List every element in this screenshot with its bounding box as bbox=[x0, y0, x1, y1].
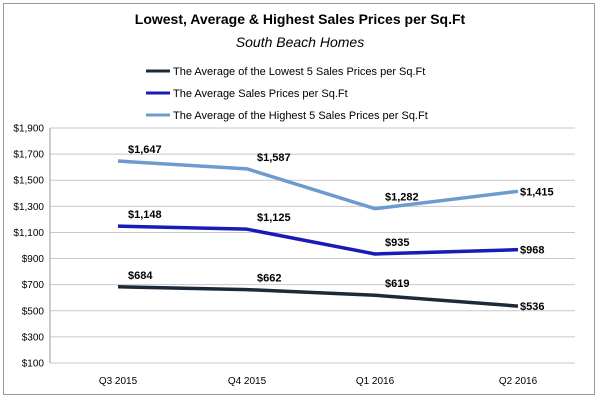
legend: The Average of the Lowest 5 Sales Prices… bbox=[146, 66, 428, 122]
x-tick-label: Q1 2016 bbox=[356, 376, 395, 387]
y-tick-label: $1,500 bbox=[13, 176, 44, 187]
y-tick-label: $1,900 bbox=[13, 124, 44, 135]
data-label: $684 bbox=[128, 270, 153, 282]
y-tick-label: $1,100 bbox=[13, 228, 44, 239]
chart-frame bbox=[3, 3, 595, 395]
y-tick-label: $500 bbox=[22, 306, 45, 317]
x-tick-label: Q4 2015 bbox=[228, 376, 267, 387]
series-line bbox=[117, 159, 519, 211]
y-tick-label: $700 bbox=[22, 280, 45, 291]
data-labels: $684 $662 $619 $536 $1,148 $1,125 $935 $968 $1,6… bbox=[128, 144, 554, 313]
y-tick-label: $300 bbox=[22, 332, 45, 343]
x-axis-ticks: Q3 2015 Q4 2015 Q1 2016 Q2 2016 bbox=[99, 376, 538, 387]
data-label: $536 bbox=[520, 301, 544, 313]
series-line bbox=[117, 285, 519, 308]
y-tick-label: $1,300 bbox=[13, 202, 44, 213]
data-label: $662 bbox=[257, 273, 281, 285]
legend-label: The Average Sales Prices per Sq.Ft bbox=[173, 88, 348, 100]
legend-item: The Average of the Highest 5 Sales Price… bbox=[146, 110, 428, 122]
series-lines bbox=[117, 159, 519, 308]
x-tick-label: Q2 2016 bbox=[499, 376, 538, 387]
data-label: $619 bbox=[385, 278, 409, 290]
data-label: $1,282 bbox=[385, 192, 419, 204]
y-tick-label: $100 bbox=[22, 359, 45, 370]
legend-label: The Average of the Lowest 5 Sales Prices… bbox=[173, 66, 425, 78]
y-axis-ticks: $100 $300 $500 $700 $900 $1,100 $1,300 $1,500 $1… bbox=[13, 124, 44, 370]
gridlines bbox=[49, 127, 575, 364]
y-tick-label: $1,700 bbox=[13, 150, 44, 161]
series-line bbox=[117, 224, 519, 256]
legend-item: The Average of the Lowest 5 Sales Prices… bbox=[146, 66, 425, 78]
data-label: $1,647 bbox=[128, 144, 162, 156]
y-tick-label: $900 bbox=[22, 254, 45, 265]
x-tick-label: Q3 2015 bbox=[99, 376, 138, 387]
data-label: $935 bbox=[385, 237, 409, 249]
chart-title: Lowest, Average & Highest Sales Prices p… bbox=[135, 11, 466, 27]
data-label: $1,125 bbox=[257, 212, 291, 224]
chart-subtitle: South Beach Homes bbox=[236, 34, 364, 50]
legend-label: The Average of the Highest 5 Sales Price… bbox=[173, 110, 428, 122]
legend-item: The Average Sales Prices per Sq.Ft bbox=[146, 88, 348, 100]
data-label: $1,587 bbox=[257, 152, 291, 164]
data-label: $968 bbox=[520, 245, 544, 257]
data-label: $1,415 bbox=[520, 186, 554, 198]
data-label: $1,148 bbox=[128, 209, 162, 221]
